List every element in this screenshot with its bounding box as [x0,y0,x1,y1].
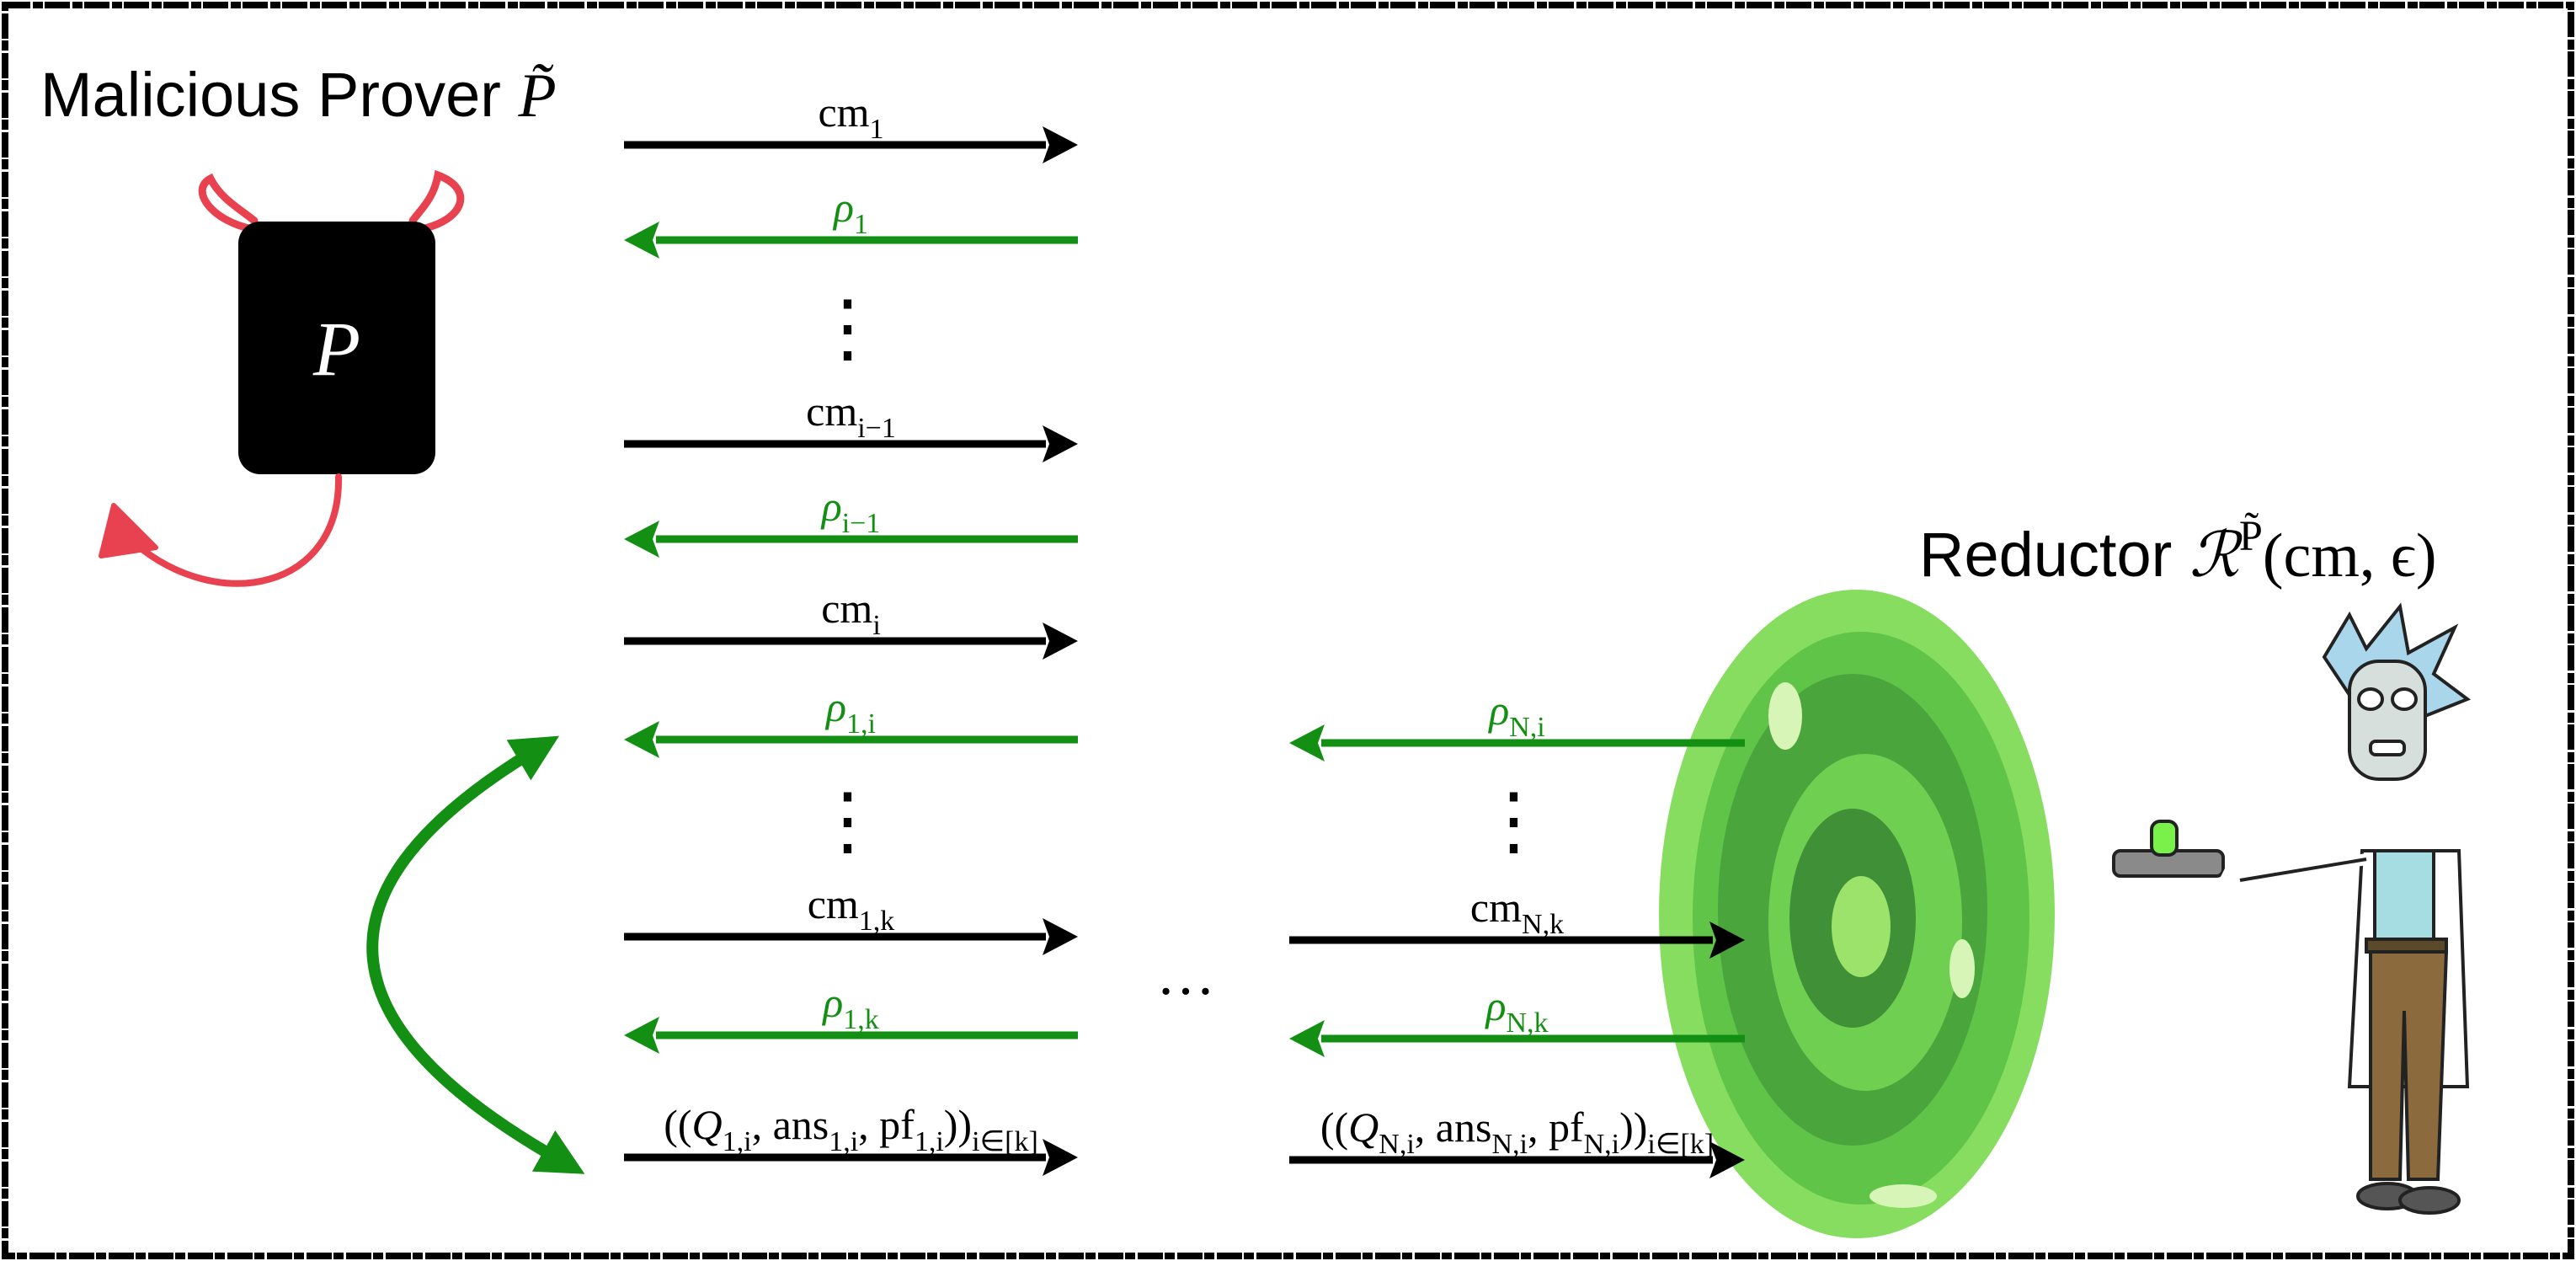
text-segment: Malicious Prover [40,60,519,130]
arrow-head [1043,1139,1078,1176]
arrow-head [1289,1020,1325,1057]
message-label: ((QN,i, ansN,i, pfN,i))i∈[k] [1320,1103,1714,1160]
text-segment: , pf [1528,1103,1584,1151]
vertical-dots: ⋮ [810,780,886,863]
arrow-head [1043,425,1078,462]
prover-box-label: P [312,306,360,392]
rewind-arrow [372,748,564,1162]
text-segment: (cm, ϵ) [2263,521,2437,590]
text-segment: 1,i [829,1126,858,1157]
text-segment: cm [818,88,869,136]
devil-prover [101,175,461,584]
text-segment: cm [1470,884,1522,931]
text-segment: , pf [858,1101,915,1148]
reductor-label: Reductor ℛP̃(cm, ϵ) [1919,512,2437,590]
text-segment: )) [1619,1103,1647,1151]
title: Malicious Prover P̃ [40,60,557,131]
vertical-dots: ⋮ [1476,780,1552,863]
arrow-head [1043,918,1078,955]
message-label: ρN,k [1484,982,1548,1039]
arrow-head [624,222,659,259]
arrow-head [624,721,659,758]
text-segment: 1,k [859,906,895,937]
text-segment: , ans [1415,1103,1492,1151]
text-segment: Q [1348,1103,1379,1151]
text-segment: (( [1320,1103,1348,1151]
text-segment: i−1 [857,413,896,444]
message-label: ρN,i [1487,687,1545,743]
text-segment: )) [944,1101,972,1148]
text-segment: N,k [1522,909,1564,940]
text-segment: 1,i [723,1126,752,1157]
text-segment: N,i [1509,712,1545,743]
text-segment: i∈[k] [972,1126,1038,1157]
text-segment: , ans [752,1101,829,1148]
text-segment: cm [821,585,872,632]
text-segment: 1,i [915,1126,944,1157]
portal [1659,590,2055,1238]
message-label: cm1 [818,88,883,145]
text-segment: N,i [1491,1129,1528,1160]
text-segment: Q [692,1101,723,1148]
text-segment: P̃ [518,61,557,131]
text-segment: Reductor [1919,520,2189,590]
arrow-head [624,521,659,558]
text-segment: ρ [1484,982,1506,1029]
message-label: ((Q1,i, ans1,i, pf1,i))i∈[k] [664,1101,1038,1157]
text-segment: N,i [1379,1129,1415,1160]
text-segment: ρ [820,483,842,530]
text-segment: cm [808,880,859,927]
text-segment: ρ [824,683,846,730]
message-label: cmi−1 [806,387,896,444]
text-segment: ρ [821,979,843,1026]
scientist [2114,606,2467,1213]
message-label: ρ1 [832,184,868,240]
horizontal-dots: … [1156,943,1215,1007]
arrow-head [1043,126,1078,163]
text-segment: i−1 [842,508,881,539]
text-segment: ℛ [2189,521,2243,590]
arrow-head [624,1017,659,1054]
diagram: P Malicious Prover P̃ Reductor ℛP̃(cm, ϵ… [0,0,2576,1261]
arrow-head [1289,724,1325,761]
text-segment: (( [664,1101,691,1148]
text-segment: N,k [1506,1007,1548,1039]
text-segment: i [872,610,880,641]
message-label: ρ1,k [821,979,879,1035]
text-segment: N,i [1584,1129,1620,1160]
message-label: cmN,k [1470,884,1564,940]
text-segment: 1 [854,209,868,240]
text-segment: 1,k [843,1004,879,1035]
text-segment: ρ [832,184,854,231]
border [5,5,2571,1256]
vertical-dots: ⋮ [810,287,886,371]
arrow-head [1043,622,1078,660]
page: P Malicious Prover P̃ Reductor ℛP̃(cm, ϵ… [0,0,2576,1261]
text-segment: cm [806,387,857,435]
message-label: cmi [821,585,881,641]
text-segment: P̃ [2239,512,2263,559]
message-label: ρ1,i [824,683,876,740]
message-label: cm1,k [808,880,895,937]
text-segment: ρ [1487,687,1509,734]
text-segment: 1,i [846,708,876,740]
text-segment: 1 [870,114,884,145]
text-segment: i∈[k] [1647,1129,1714,1160]
message-label: ρi−1 [820,483,881,539]
